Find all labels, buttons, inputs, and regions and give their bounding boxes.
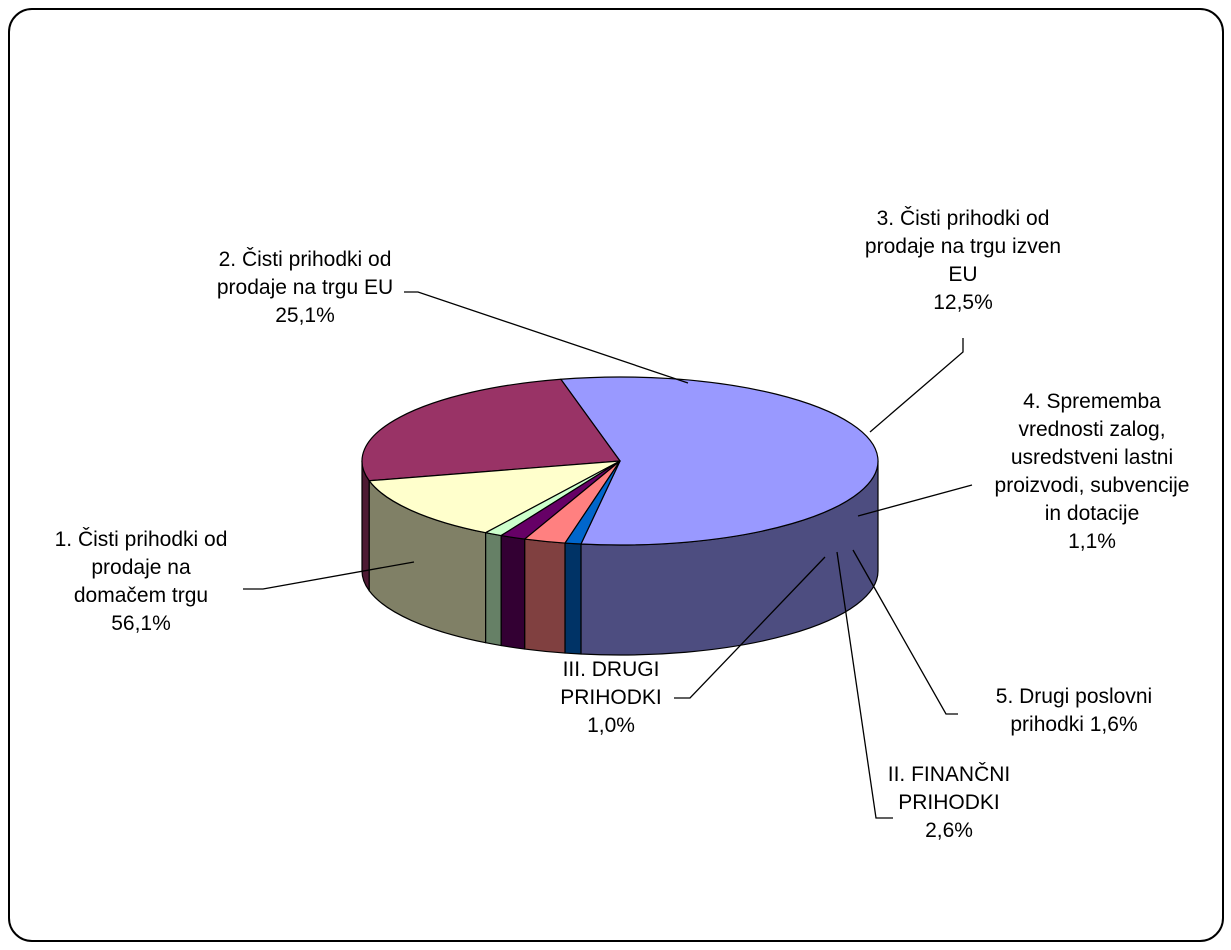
slice-label-2: 2. Čisti prihodki od prodaje na trgu EU 25… [217,248,393,327]
slice-label-2-line-1: 2. Čisti prihodki od [219,248,392,271]
pie-slice-7 [564,460,621,545]
slice-labels: 1. Čisti prihodki od prodaje na domačem tr… [55,207,1190,842]
leader-line-1 [243,561,415,590]
slice-label-1-line-2: prodaje na [91,556,191,579]
slice-label-7-line-3: 1,0% [587,714,635,737]
leader-line-3 [869,338,964,433]
slice-label-1: 1. Čisti prihodki od prodaje na domačem tr… [55,528,228,635]
pie-slice-3 [368,460,621,534]
slice-label-4-line-5: in dotacije [1045,502,1140,525]
slice-label-6-line-1: II. FINANČNI [888,763,1011,786]
slice-label-3-line-2: prodaje na trgu izven [865,235,1061,258]
pie-sides [361,460,879,656]
slice-label-3-line-1: 3. Čisti prihodki od [877,207,1050,230]
leader-line-5 [852,549,958,715]
slice-label-6: II. FINANČNI PRIHODKI 2,6% [888,763,1011,842]
slice-label-5-line-2: prihodki 1,6% [1010,713,1137,736]
pie-slice-1 [560,376,879,546]
slice-label-1-line-1: 1. Čisti prihodki od [55,528,228,551]
slice-label-4-line-3: usredstveni lastni [1011,446,1173,469]
slice-label-7: III. DRUGI PRIHODKI 1,0% [560,658,662,737]
slice-label-1-line-3: domačem trgu [74,584,208,607]
slice-label-2-line-2: prodaje na trgu EU [217,276,393,299]
pie-side-4 [485,532,502,647]
slice-label-2-line-3: 25,1% [275,304,335,327]
slice-label-4-line-1: 4. Sprememba [1023,390,1161,413]
slice-label-7-line-1: III. DRUGI [563,658,660,681]
leader-line-2 [404,291,689,384]
leader-lines [243,291,973,819]
slice-label-4: 4. Sprememba vrednosti zalog, usredstveni … [995,390,1190,553]
pie-side-5 [500,534,526,650]
leader-line-4 [857,484,973,517]
slice-label-4-line-6: 1,1% [1068,530,1116,553]
slice-label-5: 5. Drugi poslovni prihodki 1,6% [996,685,1152,736]
pie-tops [361,376,879,546]
leader-line-6 [836,551,893,819]
leader-line-7 [674,556,826,699]
slice-label-3-line-4: 12,5% [933,291,993,314]
slice-label-6-line-2: PRIHODKI [898,791,1000,814]
slice-label-3-line-3: EU [948,263,977,286]
pie-slice-2 [361,378,621,482]
slice-label-1-line-4: 56,1% [111,612,171,635]
slice-label-5-line-1: 5. Drugi poslovni [996,685,1152,708]
pie-side-6 [524,538,566,654]
slice-label-7-line-2: PRIHODKI [560,686,662,709]
slice-label-3: 3. Čisti prihodki od prodaje na trgu izve… [865,207,1061,314]
pie-side-7 [564,542,582,655]
slice-label-4-line-4: proizvodi, subvencije [995,474,1190,497]
slice-label-4-line-2: vrednosti zalog, [1018,418,1165,441]
slice-label-6-line-3: 2,6% [925,819,973,842]
